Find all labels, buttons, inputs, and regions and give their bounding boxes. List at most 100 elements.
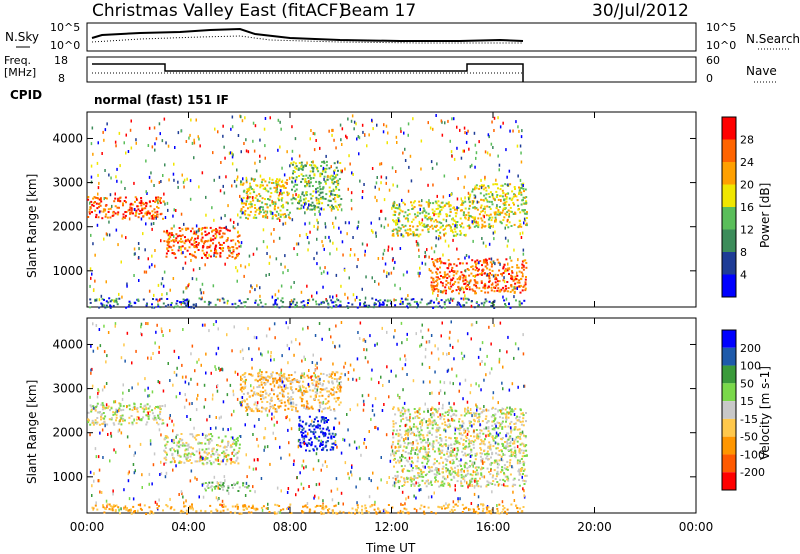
- echo-cell: [522, 452, 525, 455]
- echo-cell: [94, 419, 97, 422]
- scatter-cell: [383, 198, 386, 202]
- echo-cell: [486, 263, 489, 266]
- echo-cell: [399, 433, 402, 436]
- echo-cell: [269, 195, 272, 198]
- echo-cell: [302, 380, 305, 383]
- echo-cell: [461, 200, 464, 203]
- echo-cell: [256, 386, 259, 389]
- scatter-cell: [482, 241, 485, 245]
- echo-cell: [326, 421, 328, 424]
- echo-cell: [510, 274, 513, 277]
- echo-cell: [397, 446, 400, 449]
- scatter-cell: [427, 183, 429, 187]
- echo-cell: [340, 198, 343, 200]
- scatter-cell: [474, 165, 476, 169]
- ground-cell: [417, 303, 420, 306]
- scatter-cell: [125, 133, 127, 137]
- echo-cell: [513, 428, 516, 431]
- scatter-cell: [330, 192, 332, 196]
- echo-cell: [244, 485, 246, 488]
- ground-cell: [89, 298, 92, 301]
- ground-cell: [373, 302, 376, 305]
- echo-cell: [512, 213, 515, 215]
- echo-cell: [526, 211, 528, 214]
- echo-cell: [297, 201, 299, 204]
- echo-cell: [394, 213, 396, 216]
- echo-cell: [519, 409, 522, 412]
- echo-cell: [208, 481, 211, 484]
- echo-cell: [236, 247, 239, 250]
- echo-cell: [195, 460, 198, 463]
- echo-cell: [491, 453, 494, 456]
- echo-cell: [109, 409, 111, 412]
- echo-cell: [450, 444, 453, 446]
- echo-cell: [155, 418, 158, 421]
- ground-cell: [300, 301, 303, 304]
- echo-cell: [174, 256, 177, 259]
- echo-cell: [322, 160, 325, 163]
- echo-cell: [301, 168, 304, 171]
- echo-cell: [489, 261, 492, 264]
- echo-cell: [441, 422, 444, 425]
- echo-cell: [107, 211, 110, 213]
- echo-cell: [487, 420, 490, 423]
- scatter-cell: [483, 303, 485, 307]
- ground-cell: [137, 298, 140, 301]
- echo-cell: [491, 428, 494, 431]
- echo-cell: [188, 446, 191, 449]
- echo-cell: [272, 389, 275, 392]
- ground-cell: [408, 302, 411, 305]
- echo-cell: [96, 197, 99, 199]
- scatter-cell: [175, 209, 177, 212]
- echo-cell: [402, 468, 405, 470]
- echo-cell: [216, 453, 219, 456]
- echo-cell: [95, 422, 98, 425]
- scatter-cell: [155, 198, 158, 202]
- echo-cell: [178, 460, 181, 463]
- echo-cell: [434, 259, 437, 262]
- scatter-cell: [168, 235, 171, 239]
- echo-cell: [427, 216, 430, 219]
- echo-cell: [313, 208, 316, 210]
- echo-cell: [289, 382, 292, 385]
- echo-cell: [271, 215, 274, 218]
- scatter-cell: [437, 294, 439, 297]
- scatter-cell: [463, 185, 465, 189]
- echo-cell: [412, 231, 415, 234]
- ground-cell: [444, 306, 446, 309]
- scatter-cell: [478, 261, 480, 265]
- echo-cell: [321, 440, 324, 443]
- echo-cell: [430, 219, 433, 222]
- echo-cell: [334, 443, 337, 446]
- echo-cell: [468, 453, 471, 456]
- scatter-cell: [313, 148, 316, 152]
- echo-cell: [455, 427, 458, 430]
- echo-cell: [333, 176, 336, 179]
- echo-cell: [428, 466, 431, 469]
- scatter-cell: [229, 151, 232, 155]
- echo-cell: [464, 276, 467, 279]
- ground-cell: [307, 302, 309, 304]
- echo-cell: [187, 444, 190, 447]
- echo-cell: [412, 218, 415, 221]
- echo-cell: [457, 475, 460, 478]
- ground-cell: [359, 302, 362, 305]
- echo-cell: [522, 424, 525, 427]
- scatter-cell: [251, 196, 254, 200]
- echo-cell: [248, 373, 251, 376]
- scatter-cell: [133, 247, 136, 251]
- echo-cell: [401, 455, 404, 458]
- echo-cell: [437, 200, 440, 203]
- echo-cell: [192, 447, 194, 450]
- echo-cell: [300, 397, 303, 400]
- echo-cell: [279, 215, 282, 218]
- scatter-cell: [234, 242, 237, 246]
- echo-cell: [521, 209, 524, 212]
- scatter-cell: [392, 204, 395, 208]
- echo-cell: [519, 284, 522, 287]
- scatter-cell: [322, 285, 324, 289]
- echo-cell: [142, 202, 144, 205]
- echo-cell: [473, 435, 476, 438]
- echo-cell: [441, 282, 444, 285]
- echo-cell: [291, 398, 294, 401]
